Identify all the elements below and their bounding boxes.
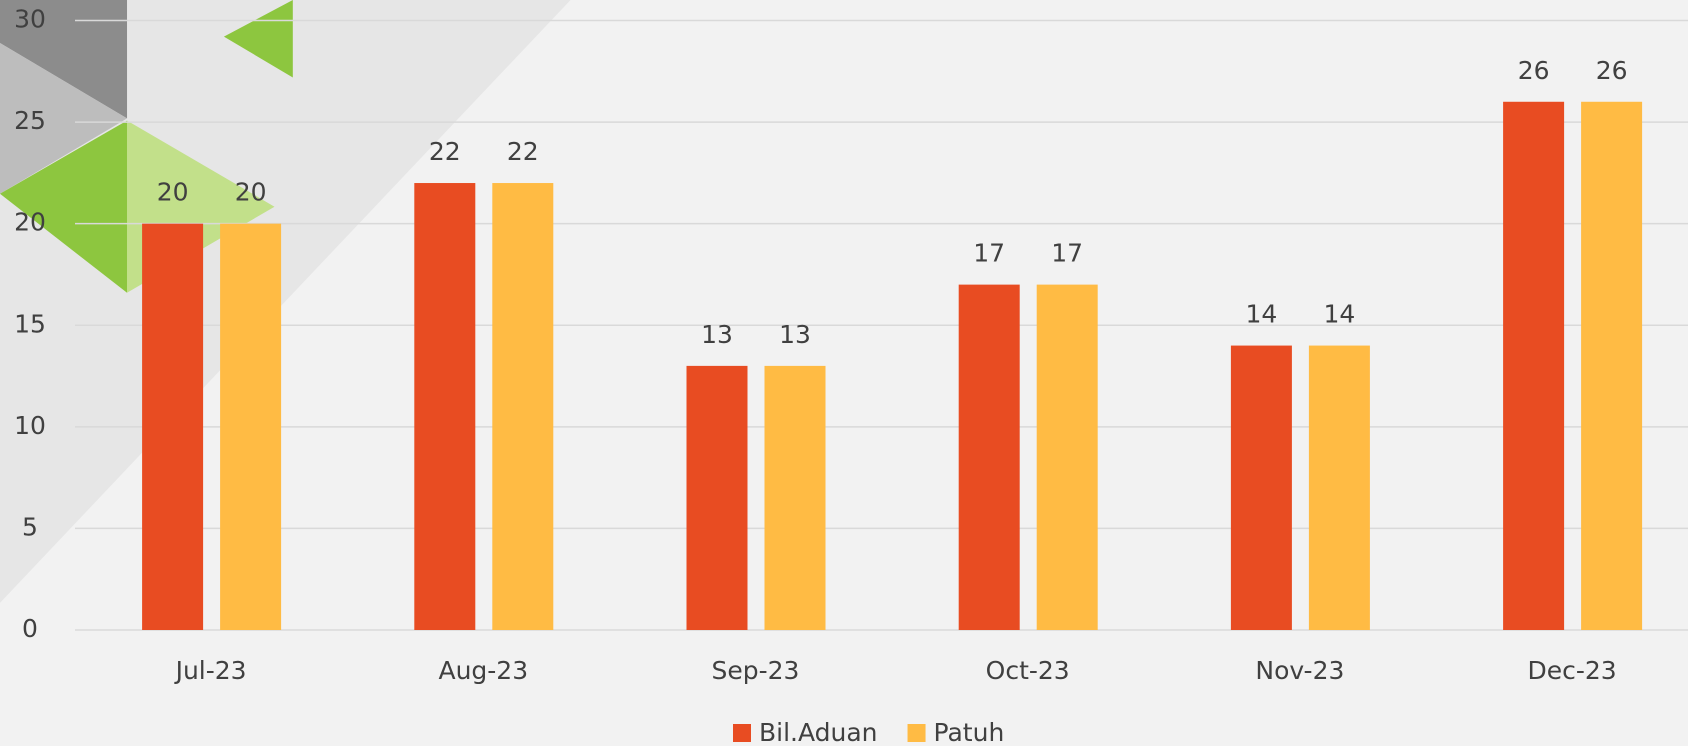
x-tick-label: Dec-23 (1527, 656, 1616, 685)
bar (1037, 285, 1098, 630)
y-tick-label: 30 (14, 5, 46, 34)
bar (1309, 346, 1370, 630)
x-tick-label: Sep-23 (712, 656, 800, 685)
x-tick-label: Jul-23 (174, 656, 247, 685)
bar (1503, 102, 1564, 630)
value-label: 13 (779, 320, 811, 349)
y-tick-label: 15 (14, 309, 46, 338)
value-label: 17 (973, 239, 1005, 268)
legend-label: Bil.Aduan (759, 718, 878, 746)
x-tick-label: Oct-23 (986, 656, 1070, 685)
y-tick-label: 25 (14, 106, 46, 135)
value-label: 20 (235, 178, 267, 207)
value-label: 14 (1245, 300, 1277, 329)
chart: 0 5 10 15 20 25 30 Jul-23 20 20 Aug-23 22 22 Sep-23 13… (0, 0, 1688, 746)
y-tick-label: 10 (14, 411, 46, 440)
bar (220, 224, 281, 630)
bar (492, 183, 553, 630)
bar (687, 366, 748, 630)
value-label: 26 (1518, 56, 1550, 85)
value-label: 26 (1596, 56, 1628, 85)
value-label: 20 (157, 178, 189, 207)
legend-label: Patuh (934, 718, 1005, 746)
legend-swatch (733, 724, 751, 742)
y-tick-label: 5 (22, 512, 38, 541)
value-label: 17 (1051, 239, 1083, 268)
legend-swatch (908, 724, 926, 742)
bar (765, 366, 826, 630)
bar (1581, 102, 1642, 630)
value-label: 14 (1323, 300, 1355, 329)
bar (142, 224, 203, 630)
bar (414, 183, 475, 630)
x-tick-label: Aug-23 (438, 656, 528, 685)
value-label: 22 (429, 137, 461, 166)
bar (959, 285, 1020, 630)
x-tick-label: Nov-23 (1255, 656, 1344, 685)
value-label: 13 (701, 320, 733, 349)
y-tick-label: 20 (14, 208, 46, 237)
y-tick-label: 0 (22, 614, 38, 643)
value-label: 22 (507, 137, 539, 166)
bar (1231, 346, 1292, 630)
